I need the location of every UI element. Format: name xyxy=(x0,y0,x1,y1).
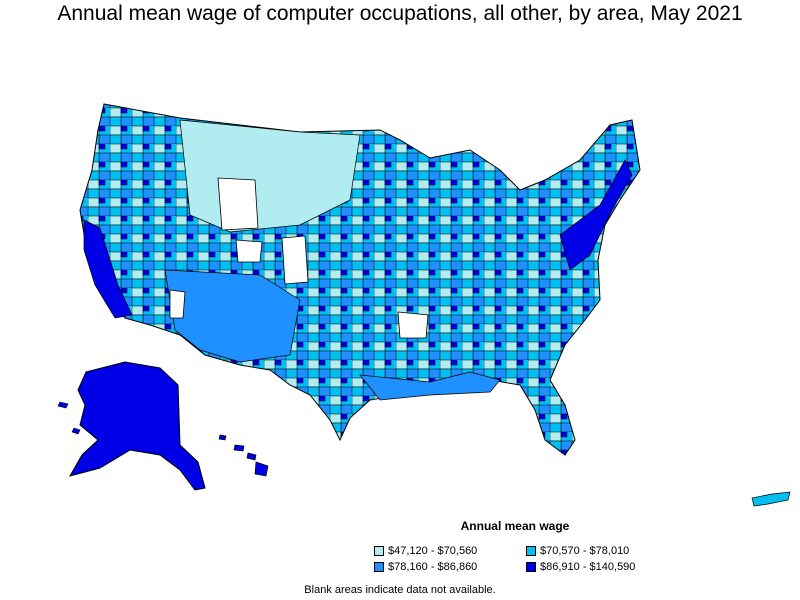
legend-label: $86,910 - $140,590 xyxy=(540,561,636,573)
alaska-islands xyxy=(57,401,81,435)
no-data-area xyxy=(235,239,263,263)
legend-label: $78,160 - $86,860 xyxy=(388,561,478,573)
legend-swatch xyxy=(374,562,384,572)
legend-item: $47,120 - $70,560 xyxy=(374,545,477,557)
southwest-region xyxy=(164,269,301,363)
legend-swatch xyxy=(374,546,384,556)
legend-item: $86,910 - $140,590 xyxy=(526,561,635,573)
footnote: Blank areas indicate data not available. xyxy=(304,584,496,596)
no-data-area xyxy=(169,289,186,319)
no-data-area xyxy=(217,177,259,231)
hawaii-region xyxy=(218,434,269,477)
legend-swatch xyxy=(526,562,536,572)
pacific-coast-region xyxy=(83,219,133,319)
northeast-corridor-region xyxy=(559,159,633,271)
legend-label: $47,120 - $70,560 xyxy=(388,545,478,557)
legend-label: $70,570 - $78,010 xyxy=(540,545,630,557)
no-data-area xyxy=(397,311,429,339)
map-title: Annual mean wage of computer occupations… xyxy=(57,2,743,25)
legend-swatch xyxy=(526,546,536,556)
legend-item: $78,160 - $86,860 xyxy=(374,561,477,573)
gulf-coast-region xyxy=(359,371,501,401)
alaska-region xyxy=(68,361,206,491)
legend-title: Annual mean wage xyxy=(460,519,570,533)
puerto-rico-region xyxy=(751,491,791,507)
legend-item: $70,570 - $78,010 xyxy=(526,545,629,557)
no-data-area xyxy=(281,235,309,285)
